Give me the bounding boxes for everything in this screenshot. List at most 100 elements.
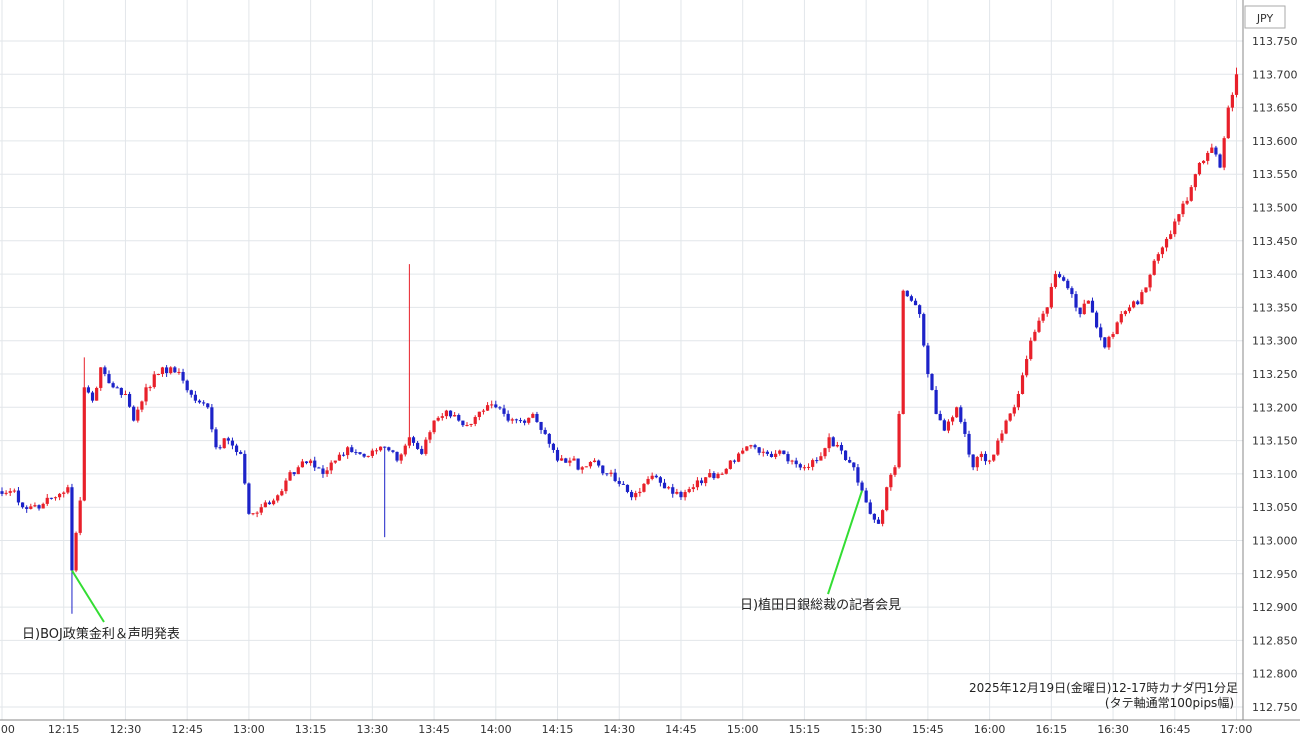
candle-body: [971, 454, 975, 468]
candle-body: [62, 492, 66, 494]
candle: [802, 464, 807, 471]
candle: [621, 481, 625, 485]
candle: [893, 465, 897, 477]
candle-body: [572, 458, 576, 461]
candle: [605, 473, 609, 477]
candle: [107, 370, 111, 384]
x-tick-label: 16:15: [1035, 723, 1067, 736]
candle: [288, 470, 292, 481]
candle-body: [230, 440, 235, 446]
candle: [905, 290, 909, 297]
candle: [1049, 283, 1053, 310]
candle-body: [498, 407, 502, 409]
candle-body: [930, 374, 934, 390]
candle: [1148, 273, 1152, 292]
candle-body: [502, 408, 506, 414]
candle: [317, 466, 321, 469]
candle: [1066, 278, 1070, 290]
candle-body: [588, 462, 593, 467]
candle-body: [411, 437, 416, 443]
candle-body: [1111, 334, 1115, 337]
candle-body: [362, 453, 366, 457]
x-tick-label: 15:30: [850, 723, 882, 736]
candle: [136, 406, 140, 423]
candle: [753, 443, 757, 450]
candle-body: [720, 473, 724, 475]
candle: [988, 459, 992, 465]
candle-body: [658, 477, 662, 483]
candle-body: [736, 453, 741, 462]
y-tick-label: 113.000: [1252, 535, 1298, 548]
candle-body: [642, 483, 646, 492]
candle: [181, 368, 185, 384]
candle-body: [333, 460, 337, 463]
candle: [1214, 145, 1218, 157]
candle: [881, 509, 885, 527]
candle: [687, 486, 691, 494]
candle: [202, 400, 206, 406]
candle: [156, 373, 160, 376]
y-tick-label: 112.850: [1252, 634, 1298, 647]
candle-body: [53, 497, 58, 499]
candle: [346, 446, 350, 459]
candle: [296, 465, 300, 475]
candle: [1123, 310, 1127, 317]
candle-body: [214, 429, 218, 448]
candle: [769, 451, 774, 458]
candle-body: [119, 387, 123, 395]
candle: [132, 405, 136, 422]
candle-body: [1201, 160, 1206, 163]
candle: [823, 447, 827, 459]
candle-body: [160, 367, 165, 374]
candle: [708, 469, 712, 478]
candle: [527, 417, 531, 425]
candle-body: [428, 432, 432, 440]
candle: [1057, 271, 1062, 279]
candle: [90, 390, 95, 403]
candle-body: [358, 452, 362, 454]
candle: [403, 443, 407, 457]
candle-body: [202, 402, 206, 404]
candle-body: [543, 429, 547, 434]
candle-body: [1210, 147, 1214, 153]
candle-body: [378, 446, 383, 451]
candle-body: [45, 497, 49, 504]
annotation-label: 日)BOJ政策金利＆声明発表: [22, 626, 180, 642]
candle-body: [592, 460, 597, 463]
candle: [461, 420, 465, 427]
candle: [33, 502, 37, 508]
candle: [1008, 413, 1012, 422]
candle: [370, 448, 374, 459]
candle-body: [288, 472, 292, 481]
candle-body: [29, 506, 33, 509]
candle-body: [555, 449, 560, 461]
candle: [580, 466, 584, 474]
candle: [70, 483, 74, 614]
candle-body: [494, 404, 498, 408]
candle: [341, 452, 346, 457]
candle: [786, 451, 790, 464]
candle: [992, 454, 996, 462]
candle: [592, 458, 597, 463]
candle-body: [790, 460, 794, 462]
candle-body: [123, 393, 128, 395]
candle: [584, 466, 588, 468]
candle-body: [485, 405, 490, 411]
candle: [790, 459, 794, 465]
candle-body: [601, 465, 605, 474]
candle: [1197, 162, 1202, 176]
candle-body: [996, 440, 1000, 455]
candle: [695, 477, 700, 491]
candle: [761, 448, 765, 457]
candle: [350, 444, 354, 453]
candle: [222, 437, 226, 449]
candle: [358, 452, 362, 455]
candle-body: [197, 400, 202, 403]
candle-body: [1066, 280, 1070, 289]
candle-body: [1033, 331, 1037, 341]
candle: [366, 455, 370, 458]
candle: [1226, 105, 1230, 139]
candle: [173, 366, 177, 373]
candle: [378, 446, 383, 452]
candle-body: [1206, 152, 1210, 161]
